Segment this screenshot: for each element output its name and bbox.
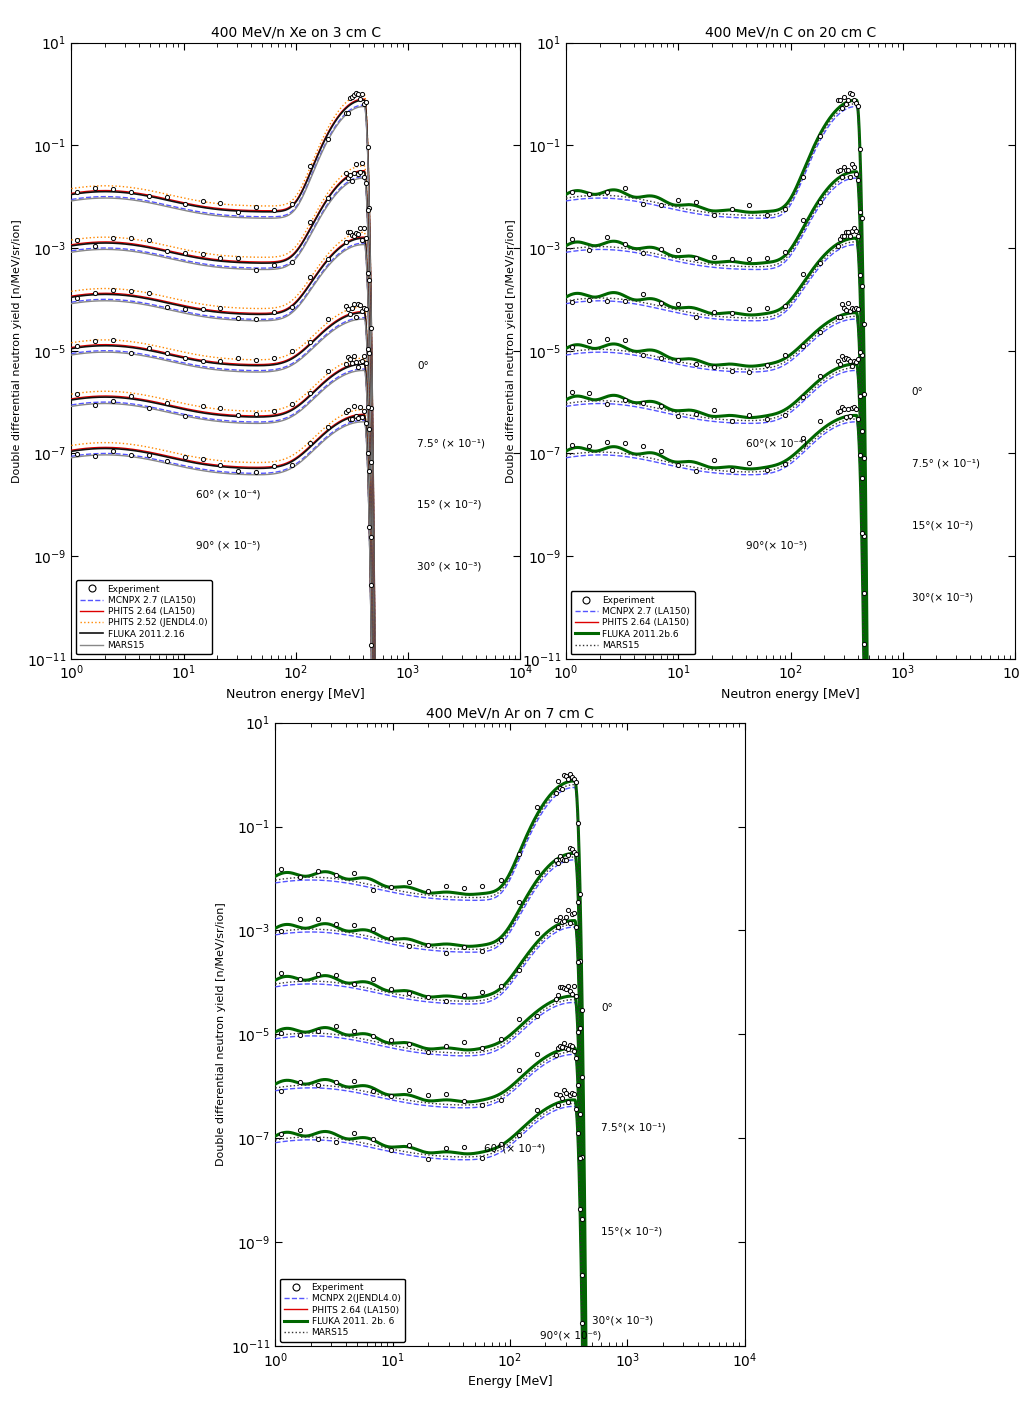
Text: 30°(× 10⁻³): 30°(× 10⁻³) xyxy=(591,1315,652,1325)
Y-axis label: Double differential neutron yield [n/MeV/sr/ion]: Double differential neutron yield [n/MeV… xyxy=(505,218,516,483)
Text: 0°: 0° xyxy=(911,387,922,397)
Text: 60°(× 10⁻⁴): 60°(× 10⁻⁴) xyxy=(483,1144,545,1153)
Text: 0°: 0° xyxy=(600,1003,612,1013)
Text: 90° (× 10⁻⁵): 90° (× 10⁻⁵) xyxy=(197,541,261,551)
Text: 90°(× 10⁻⁶): 90°(× 10⁻⁶) xyxy=(539,1331,600,1340)
Title: 400 MeV/n Ar on 7 cm C: 400 MeV/n Ar on 7 cm C xyxy=(426,706,593,720)
Title: 400 MeV/n Xe on 3 cm C: 400 MeV/n Xe on 3 cm C xyxy=(211,26,380,40)
X-axis label: Neutron energy [MeV]: Neutron energy [MeV] xyxy=(226,687,365,701)
Y-axis label: Double differential neutron yield [n/MeV/sr/ion]: Double differential neutron yield [n/MeV… xyxy=(215,903,225,1166)
Text: 15° (× 10⁻²): 15° (× 10⁻²) xyxy=(417,500,481,510)
Text: 7.5° (× 10⁻¹): 7.5° (× 10⁻¹) xyxy=(417,438,484,448)
Text: 30° (× 10⁻³): 30° (× 10⁻³) xyxy=(417,561,481,571)
Legend: Experiment, MCNPX 2.7 (LA150), PHITS 2.64 (LA150), FLUKA 2011.2b.6, MARS15: Experiment, MCNPX 2.7 (LA150), PHITS 2.6… xyxy=(570,591,694,655)
X-axis label: Neutron energy [MeV]: Neutron energy [MeV] xyxy=(720,687,859,701)
Title: 400 MeV/n C on 20 cm C: 400 MeV/n C on 20 cm C xyxy=(704,26,875,40)
Legend: Experiment, MCNPX 2(JENDL4.0), PHITS 2.64 (LA150), FLUKA 2011. 2b. 6, MARS15: Experiment, MCNPX 2(JENDL4.0), PHITS 2.6… xyxy=(279,1278,405,1342)
Text: 90°(× 10⁻⁵): 90°(× 10⁻⁵) xyxy=(745,541,806,551)
Y-axis label: Double differential neutron yield [n/MeV/sr/ion]: Double differential neutron yield [n/MeV… xyxy=(11,218,21,483)
Text: 60° (× 10⁻⁴): 60° (× 10⁻⁴) xyxy=(197,489,261,500)
Text: 7.5° (× 10⁻¹): 7.5° (× 10⁻¹) xyxy=(911,459,978,469)
Text: 0°: 0° xyxy=(417,361,428,371)
X-axis label: Energy [MeV]: Energy [MeV] xyxy=(468,1374,551,1389)
Text: 7.5°(× 10⁻¹): 7.5°(× 10⁻¹) xyxy=(600,1122,665,1134)
Text: 60°(× 10⁻⁴): 60°(× 10⁻⁴) xyxy=(745,438,806,448)
Text: 15°(× 10⁻²): 15°(× 10⁻²) xyxy=(600,1227,662,1237)
Text: 15°(× 10⁻²): 15°(× 10⁻²) xyxy=(911,520,972,530)
Legend: Experiment, MCNPX 2.7 (LA150), PHITS 2.64 (LA150), PHITS 2.52 (JENDL4.0), FLUKA : Experiment, MCNPX 2.7 (LA150), PHITS 2.6… xyxy=(75,580,212,655)
Text: 30°(× 10⁻³): 30°(× 10⁻³) xyxy=(911,592,972,602)
